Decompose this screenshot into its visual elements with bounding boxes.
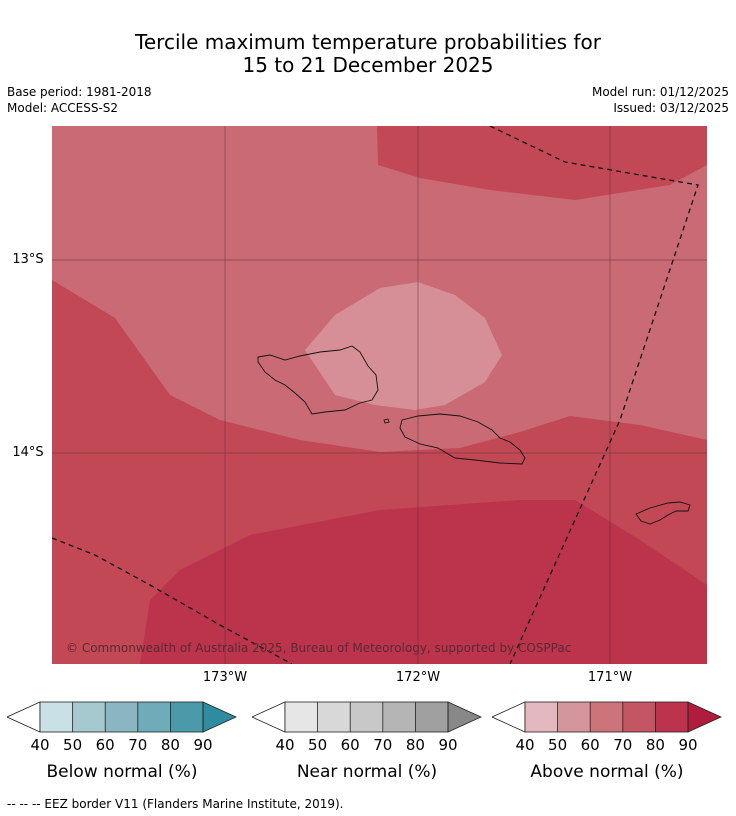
cbar-near-lo-arrow bbox=[252, 701, 286, 733]
graticule bbox=[52, 126, 707, 664]
below-normal-label: Below normal (%) bbox=[46, 762, 198, 782]
lon-label-172w: 172°W bbox=[395, 670, 441, 685]
tick: 50 bbox=[63, 736, 83, 754]
manono-islet bbox=[383, 418, 390, 424]
tick: 50 bbox=[308, 736, 328, 754]
cbar-below-seg-3 bbox=[105, 702, 138, 732]
meta-right: Model run: 01/12/2025 Issued: 03/12/2025 bbox=[592, 84, 729, 116]
tick: 80 bbox=[645, 736, 665, 754]
title-line-2: 15 to 21 December 2025 bbox=[242, 53, 494, 77]
meta-left: Base period: 1981-2018 Model: ACCESS-S2 bbox=[7, 84, 152, 116]
tick: 70 bbox=[613, 736, 633, 754]
region-50-60 bbox=[305, 282, 502, 410]
tick: 80 bbox=[160, 736, 180, 754]
tick: 80 bbox=[405, 736, 425, 754]
cbar-below-lo-arrow bbox=[7, 701, 41, 733]
cbar-above-hi-arrow bbox=[687, 701, 722, 733]
lon-label-173w: 173°W bbox=[202, 670, 248, 685]
cbar-below-hi-arrow bbox=[202, 701, 237, 733]
near-normal-label: Near normal (%) bbox=[296, 762, 438, 782]
coastlines bbox=[257, 345, 691, 525]
cbar-above-seg-2 bbox=[557, 702, 591, 732]
tick: 60 bbox=[340, 736, 360, 754]
tick: 40 bbox=[30, 736, 50, 754]
tick: 60 bbox=[95, 736, 115, 754]
tick: 40 bbox=[515, 736, 535, 754]
lat-label-14s: 14°S bbox=[12, 445, 44, 460]
colorbar-near bbox=[252, 701, 482, 733]
eez-footnote: -- -- -- EEZ border V11 (Flanders Marine… bbox=[7, 797, 344, 811]
model-name: Model: ACCESS-S2 bbox=[7, 101, 119, 115]
upolu-island bbox=[399, 413, 526, 465]
cbar-near-seg-3 bbox=[350, 702, 383, 732]
colorbar-above bbox=[492, 701, 722, 733]
cbar-above-seg-1 bbox=[525, 702, 558, 732]
lat-label-13s: 13°S bbox=[12, 252, 44, 267]
cbar-below-seg-4 bbox=[137, 702, 171, 732]
cbar-below-seg-1 bbox=[40, 702, 73, 732]
cbar-near-seg-1 bbox=[285, 702, 318, 732]
cbar-above-seg-4 bbox=[622, 702, 656, 732]
savaii-island bbox=[257, 345, 379, 415]
region-70-80-top bbox=[377, 126, 707, 200]
tick: 40 bbox=[275, 736, 295, 754]
tick: 90 bbox=[193, 736, 213, 754]
tick: 70 bbox=[128, 736, 148, 754]
probability-map bbox=[52, 126, 707, 664]
cbar-near-seg-5 bbox=[415, 702, 448, 732]
tick: 70 bbox=[373, 736, 393, 754]
lon-label-171w: 171°W bbox=[587, 670, 633, 685]
tick: 90 bbox=[678, 736, 698, 754]
cbar-above-lo-arrow bbox=[492, 701, 526, 733]
title-line-1: Tercile maximum temperature probabilitie… bbox=[135, 30, 601, 54]
base-period: Base period: 1981-2018 bbox=[7, 85, 152, 99]
issued-date: Issued: 03/12/2025 bbox=[613, 101, 729, 115]
cbar-above-seg-3 bbox=[590, 702, 623, 732]
map-title: Tercile maximum temperature probabilitie… bbox=[0, 31, 736, 77]
cbar-near-seg-2 bbox=[317, 702, 351, 732]
cbar-near-seg-4 bbox=[382, 702, 416, 732]
cbar-below-seg-2 bbox=[72, 702, 106, 732]
tick: 60 bbox=[580, 736, 600, 754]
tutuila-island bbox=[635, 501, 691, 525]
colorbar-below bbox=[7, 701, 237, 733]
model-run: Model run: 01/12/2025 bbox=[591, 85, 729, 99]
cbar-above-seg-5 bbox=[655, 702, 688, 732]
cbar-near-hi-arrow bbox=[447, 701, 482, 733]
tick: 50 bbox=[548, 736, 568, 754]
eez-border bbox=[52, 126, 699, 664]
tick: 90 bbox=[438, 736, 458, 754]
cbar-below-seg-5 bbox=[170, 702, 203, 732]
copyright-notice: © Commonwealth of Australia 2025, Bureau… bbox=[66, 641, 572, 655]
above-normal-label: Above normal (%) bbox=[530, 762, 684, 782]
